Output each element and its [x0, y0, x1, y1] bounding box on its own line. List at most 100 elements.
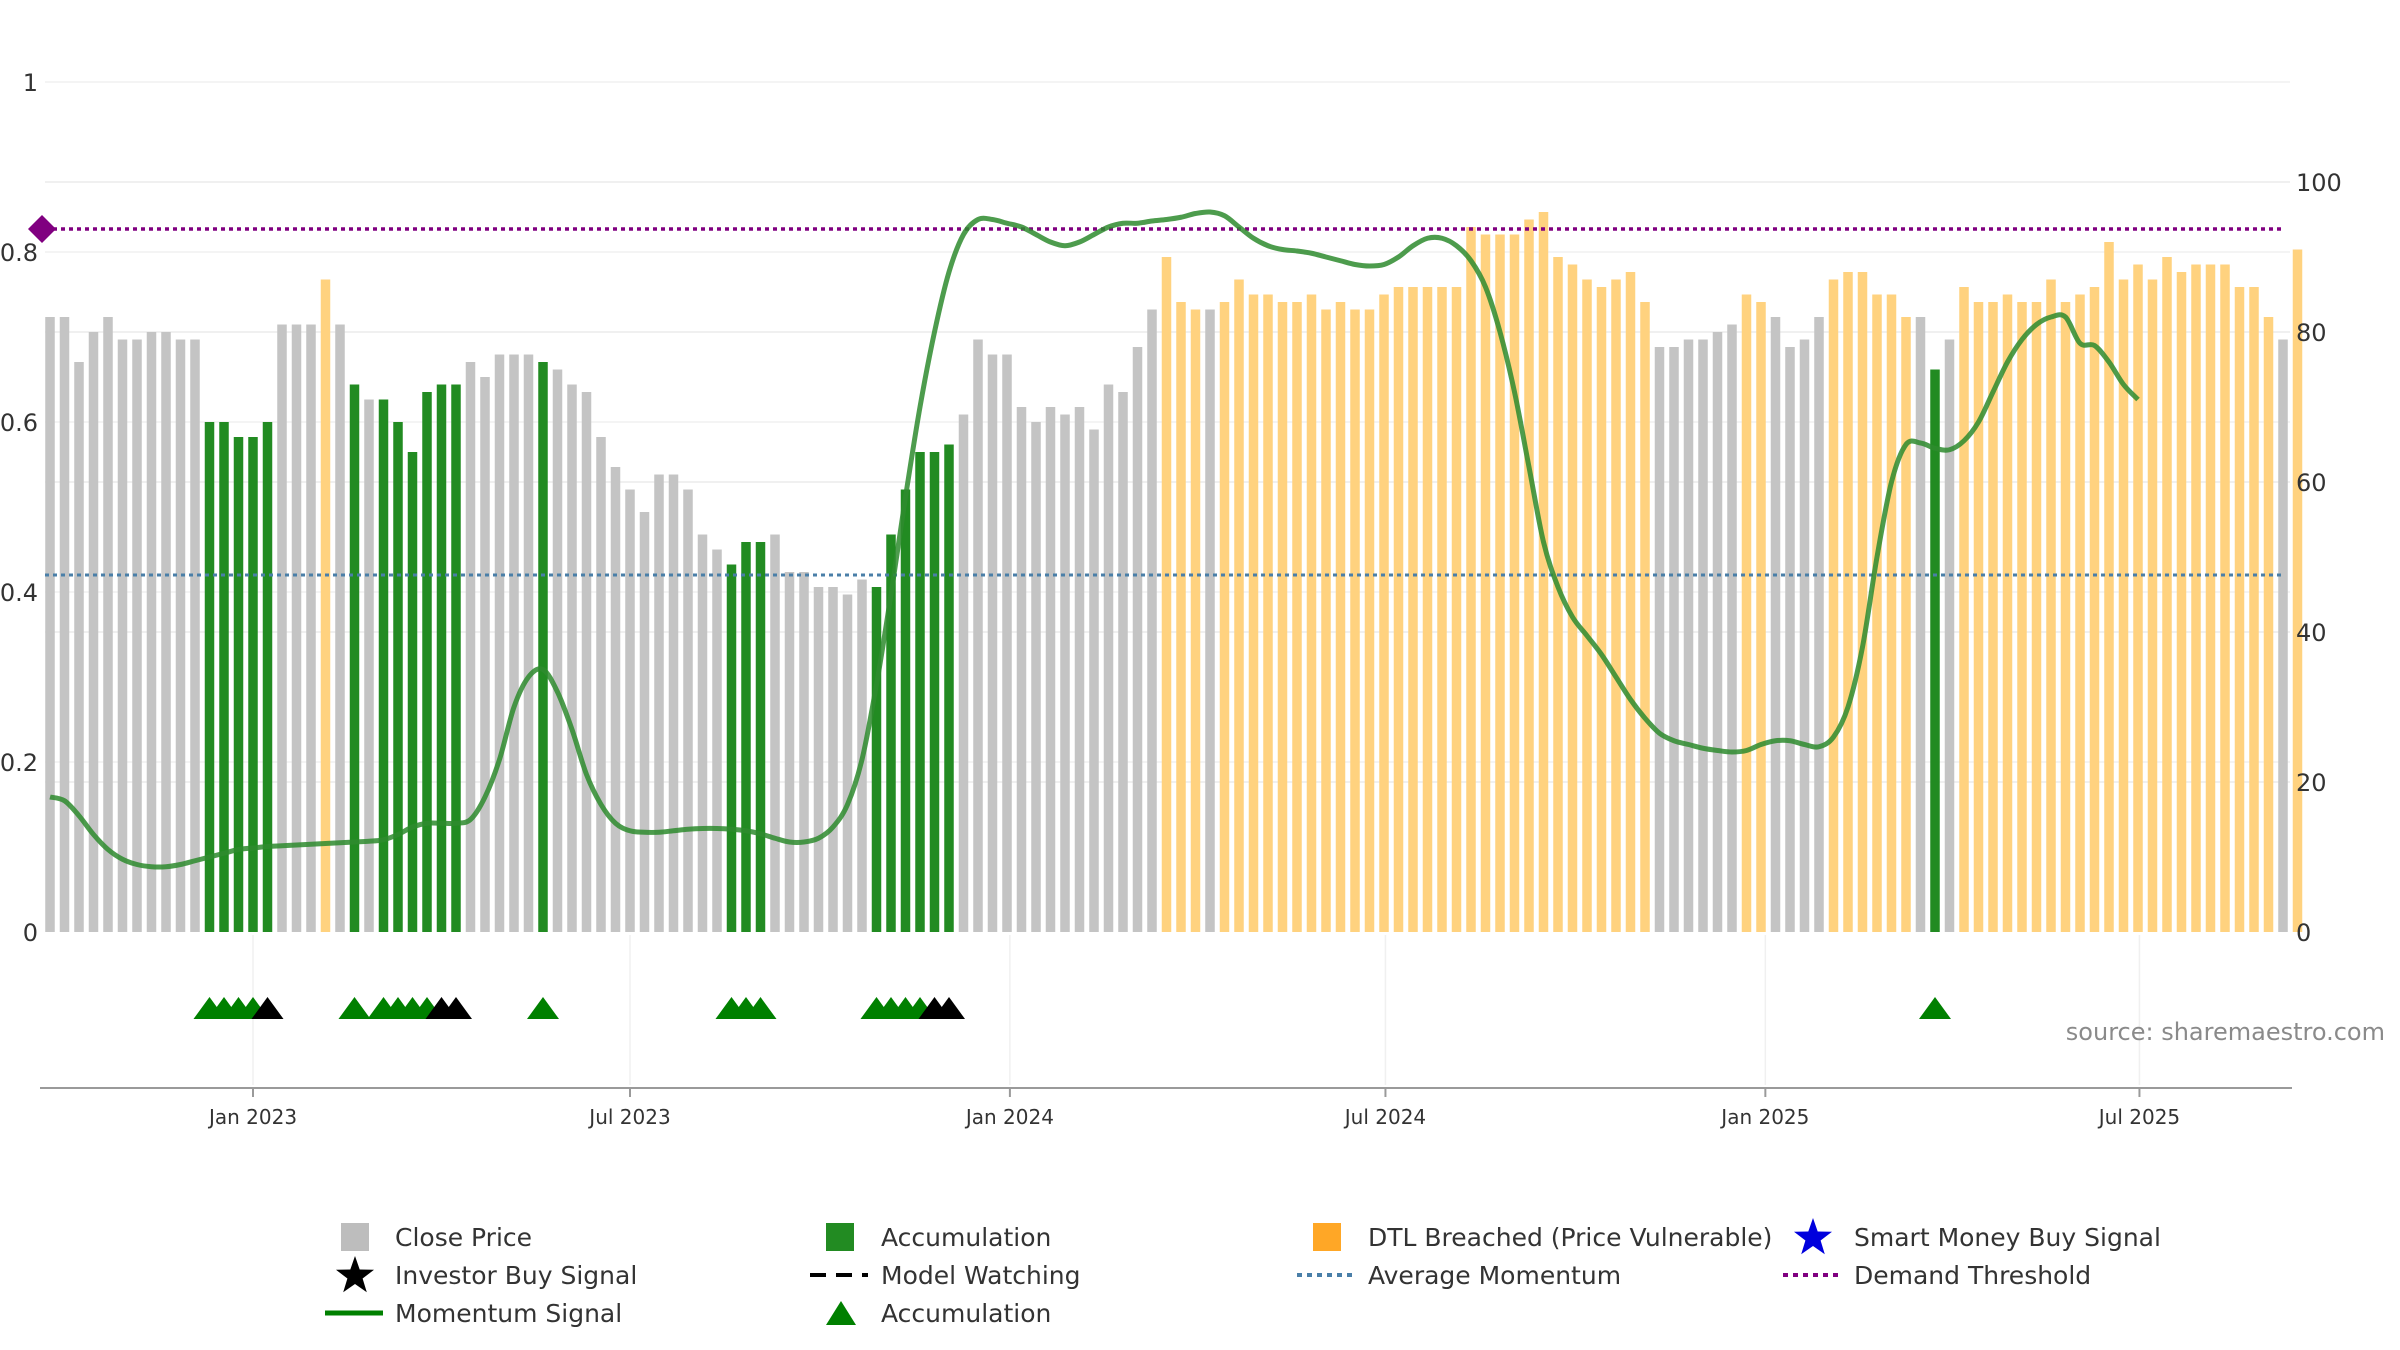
- x-axis-tick-label: Jul 2023: [587, 1105, 670, 1129]
- accumulation-bar: [755, 542, 766, 932]
- dtl-breached-bar: [1582, 279, 1592, 932]
- legend-investor-buy: Investor Buy Signal: [395, 1261, 637, 1290]
- close-price-bar: [1770, 317, 1781, 932]
- dtl-breached-bar: [1901, 317, 1911, 932]
- left-axis-tick-label: 1: [23, 69, 38, 97]
- close-price-bar: [842, 594, 853, 932]
- accumulation-bar: [262, 422, 273, 932]
- dtl-breached-bar: [1364, 309, 1375, 932]
- close-price-bar: [277, 324, 287, 932]
- right-axis-tick-label: 80: [2296, 319, 2327, 347]
- accumulation-bar: [944, 444, 954, 932]
- legend-smart-money-star-icon: [1794, 1218, 1832, 1255]
- close-price-bar: [364, 399, 374, 932]
- dtl-breached-bar: [1176, 302, 1186, 932]
- close-price-bar: [1727, 324, 1737, 932]
- close-price-bar: [1060, 414, 1070, 932]
- close-price-bar: [712, 549, 722, 932]
- demand-threshold-diamond-icon: [28, 215, 56, 244]
- dtl-breached-bar: [1437, 287, 1447, 932]
- close-price-bar: [625, 489, 635, 932]
- legend-investor-star-icon: [336, 1256, 374, 1293]
- close-price-bar: [1683, 339, 1694, 932]
- accumulation-bar: [219, 422, 229, 932]
- accumulation-bar: [451, 384, 461, 932]
- left-axis-tick-label: 0.2: [0, 749, 38, 777]
- dtl-breached-bar: [1756, 302, 1766, 932]
- x-axis: Jan 2023 Jul 2023 Jan 2024 Jul 2024 Jan 2025…: [40, 1087, 2292, 1129]
- accumulation-marker-triangle-icon: [527, 997, 559, 1019]
- close-price-bar: [1712, 332, 1723, 932]
- close-price-bar: [59, 317, 70, 932]
- legend-accumulation-swatch: [826, 1223, 854, 1251]
- dtl-breached-bar: [1567, 264, 1578, 932]
- dtl-breached-bar: [1509, 234, 1520, 932]
- close-price-bar: [581, 392, 592, 932]
- accumulation-bar: [871, 587, 882, 932]
- dtl-breached-bar: [1741, 294, 1752, 932]
- close-price-bar: [596, 437, 606, 932]
- dtl-breached-bar: [1393, 287, 1404, 932]
- dtl-breached-bar: [1321, 309, 1331, 932]
- dtl-breached-bar: [1886, 294, 1897, 932]
- close-price-bar: [2278, 339, 2288, 932]
- right-axis-tick-label: 20: [2296, 769, 2327, 797]
- close-price-bar: [567, 384, 577, 932]
- close-price-bar: [335, 324, 345, 932]
- accumulation-bar: [393, 422, 403, 932]
- accumulation-bar: [929, 452, 940, 932]
- dtl-breached-bar: [1553, 257, 1563, 932]
- dtl-breached-bar: [1190, 309, 1201, 932]
- close-price-bar: [132, 339, 142, 932]
- x-axis-tick-label: Jan 2025: [1719, 1105, 1809, 1129]
- close-price-bar: [465, 362, 476, 932]
- close-price-bar: [190, 339, 200, 932]
- x-axis-tick-label: Jan 2024: [964, 1105, 1054, 1129]
- dtl-breached-bar: [2133, 264, 2143, 932]
- legend-average-momentum: Average Momentum: [1368, 1261, 1621, 1290]
- accumulation-bar: [886, 534, 896, 932]
- close-price-bar: [1654, 347, 1665, 932]
- accumulation-bar: [915, 452, 925, 932]
- dtl-breached-bar: [1277, 302, 1288, 932]
- close-price-bar: [117, 339, 128, 932]
- legend-accumulation-triangle-icon: [826, 1301, 856, 1325]
- dtl-breached-bar: [1857, 272, 1868, 932]
- close-price-bar: [1045, 407, 1056, 932]
- close-price-bar: [523, 354, 534, 932]
- investor-marker-triangle-icon: [440, 997, 472, 1019]
- dtl-breached-bar: [1161, 257, 1172, 932]
- accumulation-bar: [538, 362, 548, 932]
- legend-momentum-signal: Momentum Signal: [395, 1299, 622, 1328]
- close-price-bar: [1799, 339, 1810, 932]
- dtl-breached-bar: [1611, 279, 1621, 932]
- accumulation-bar: [204, 422, 215, 932]
- legend-dtl-swatch: [1313, 1223, 1341, 1251]
- close-price-bar: [828, 587, 838, 932]
- dtl-breached-bar: [2249, 287, 2259, 932]
- dtl-breached-bar: [2089, 287, 2100, 932]
- dtl-breached-bar: [2031, 302, 2042, 932]
- accumulation-marker-triangle-icon: [744, 997, 777, 1019]
- dtl-breached-bar: [1335, 302, 1346, 932]
- left-axis-tick-label: 0.8: [0, 239, 38, 267]
- accumulation-bar: [349, 384, 360, 932]
- close-price-bar: [1785, 347, 1795, 932]
- accumulation-bar: [233, 437, 244, 932]
- close-price-bar: [770, 534, 780, 932]
- close-price-bar: [146, 332, 157, 932]
- legend-model-watching: Model Watching: [881, 1261, 1081, 1290]
- dtl-breached-bar: [1480, 234, 1491, 932]
- x-axis-tick-label: Jul 2024: [1343, 1105, 1426, 1129]
- x-axis-tick-label: Jul 2025: [2097, 1105, 2180, 1129]
- dtl-breached-bar: [1973, 302, 1984, 932]
- dtl-breached-bar: [1538, 212, 1549, 932]
- dtl-breached-bar: [2162, 257, 2172, 932]
- close-price-bar: [509, 354, 519, 932]
- close-price-bar: [552, 369, 563, 932]
- close-price-bar: [175, 339, 186, 932]
- close-price-bar: [1944, 339, 1955, 932]
- dtl-breached-bar: [1408, 287, 1418, 932]
- accumulation-bar: [741, 542, 751, 932]
